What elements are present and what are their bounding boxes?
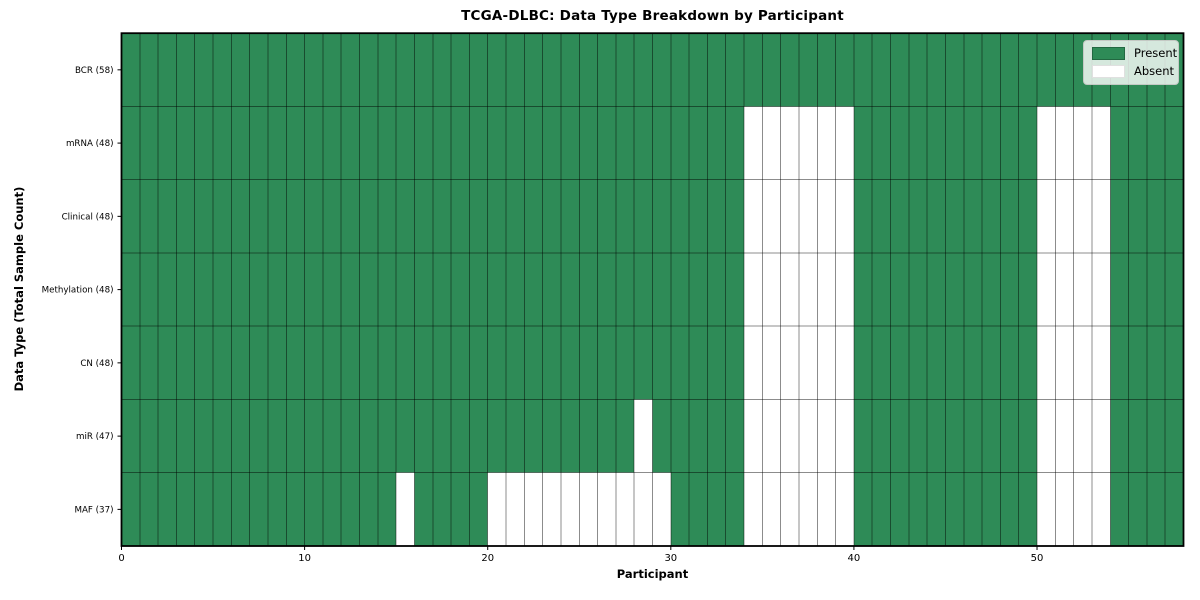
y-tick-label: Clinical (48) [62,212,114,222]
y-tick-label: BCR (58) [75,66,114,76]
absent-region [1037,106,1111,180]
absent-region [744,326,854,400]
x-tick-label: 50 [1031,553,1044,564]
absent-region [744,399,854,473]
legend-label-absent: Absent [1134,64,1175,78]
absent-region [487,472,671,546]
absent-region [1037,326,1111,400]
absent-region [1037,399,1111,473]
absent-region [1037,252,1111,327]
y-tick-label: miR (47) [76,432,114,442]
absent-region [744,106,854,180]
x-tick-label: 0 [118,553,124,564]
absent-region [1037,472,1111,546]
x-tick-label: 10 [298,553,311,564]
x-tick-label: 20 [481,553,494,564]
legend-label-present: Present [1134,46,1178,60]
absent-region [396,472,415,546]
absent-region [1037,179,1111,253]
x-axis-label: Participant [616,567,689,581]
x-tick-label: 30 [664,553,677,564]
present-swatch-icon [1092,47,1125,60]
legend-item-absent: Absent [1092,64,1174,79]
y-tick-label: MAF (37) [74,505,113,515]
absent-region [744,252,854,327]
chart-title: TCGA-DLBC: Data Type Breakdown by Partic… [461,8,844,24]
absent-region [744,472,854,546]
absent-region [634,399,653,473]
y-tick-label: Methylation (48) [42,286,114,296]
absent-swatch-icon [1092,65,1125,78]
y-tick-label: CN (48) [80,359,113,369]
x-tick-label: 40 [848,553,861,564]
legend-item-present: Present [1092,46,1177,61]
legend-box: Present Absent [1083,40,1179,85]
absent-region [744,179,854,253]
y-tick-label: mRNA (48) [66,139,114,149]
